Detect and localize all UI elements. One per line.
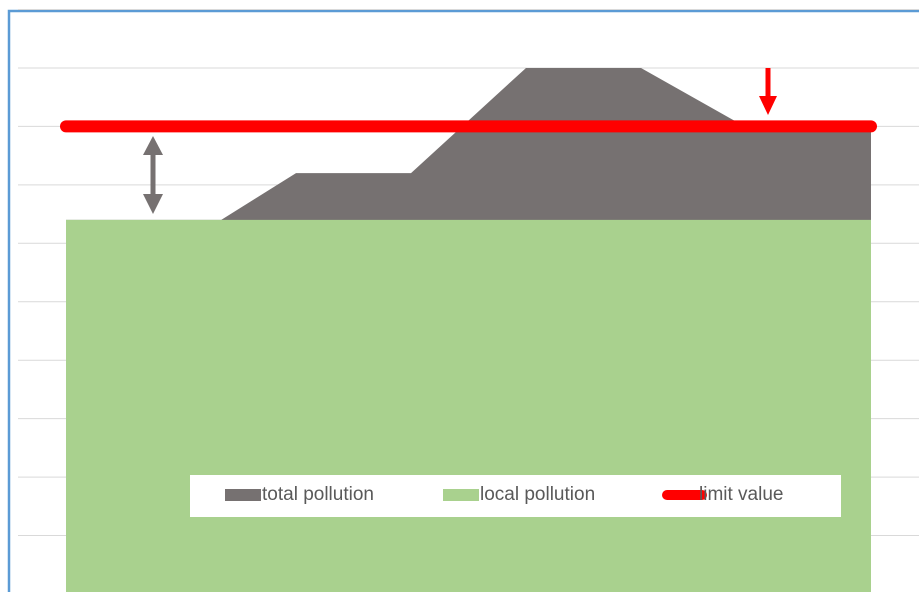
area bbox=[66, 219, 871, 592]
arrow-head bbox=[143, 194, 163, 214]
legend-box bbox=[190, 475, 841, 517]
legend-label: local pollution bbox=[480, 484, 595, 505]
arrow-head bbox=[143, 136, 163, 155]
down-arrow bbox=[759, 68, 777, 115]
double-arrow bbox=[143, 136, 163, 214]
legend-swatch bbox=[225, 489, 261, 501]
legend-swatch bbox=[443, 489, 479, 501]
arrow-head bbox=[759, 96, 777, 115]
legend: total pollution local pollution limit valu… bbox=[225, 484, 783, 505]
legend-label: total pollution bbox=[262, 484, 374, 505]
legend-label: limit value bbox=[699, 484, 783, 505]
